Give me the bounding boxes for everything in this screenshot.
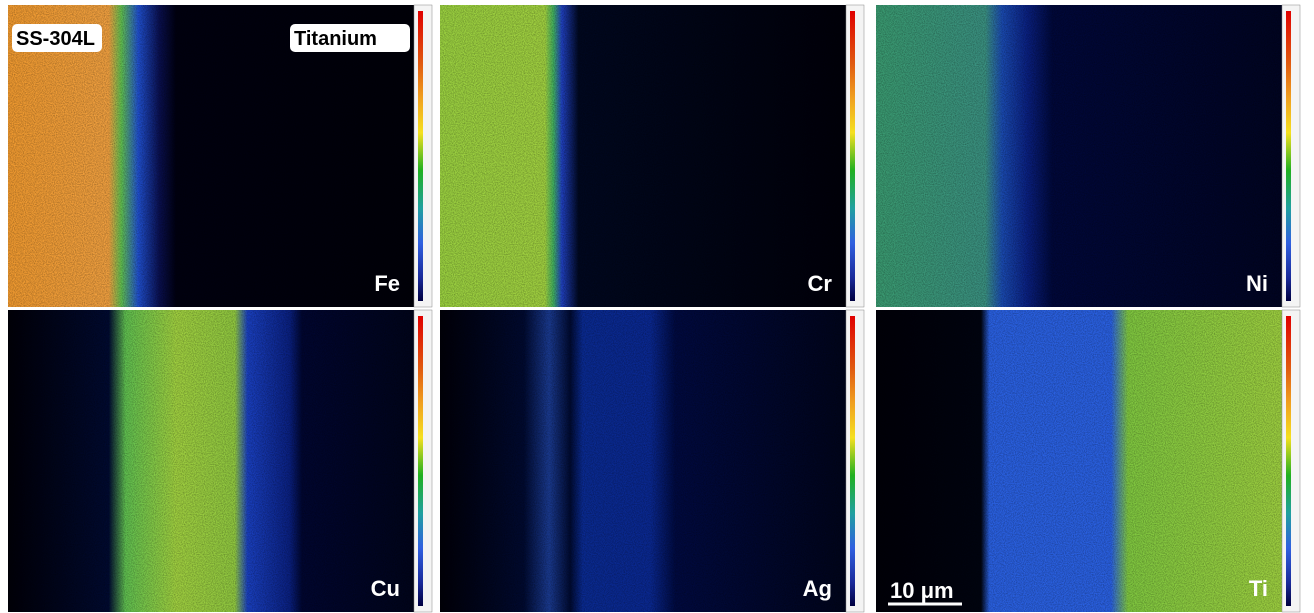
map-panel: Cr [440,5,864,307]
color-scale-strip [1286,11,1291,301]
element-label: Cu [371,576,400,601]
region-tag: SS-304L [16,28,95,50]
map-texture [440,5,860,307]
color-scale-strip [850,11,855,301]
color-scale-strip [418,11,423,301]
color-scale-strip [1286,316,1291,606]
figure: Fe Cr Ni Cu Ag Ti SS-304L Titanium 10 μm [0,0,1314,613]
element-label: Ti [1249,576,1268,601]
element-label: Ag [803,576,832,601]
map-texture [876,5,1296,307]
map-texture [876,310,1296,612]
region-tag: Titanium [294,28,377,50]
scale-bar-label: 10 μm [890,578,954,603]
map-panel: Ti [876,310,1300,612]
map-panel: Cu [8,310,432,612]
element-label: Fe [374,271,400,296]
map-panel: Ag [440,310,864,612]
element-label: Cr [808,271,833,296]
map-texture [8,310,428,612]
map-texture [440,310,860,612]
element-label: Ni [1246,271,1268,296]
color-scale-strip [850,316,855,606]
color-scale-strip [418,316,423,606]
map-panel: Ni [876,5,1300,307]
